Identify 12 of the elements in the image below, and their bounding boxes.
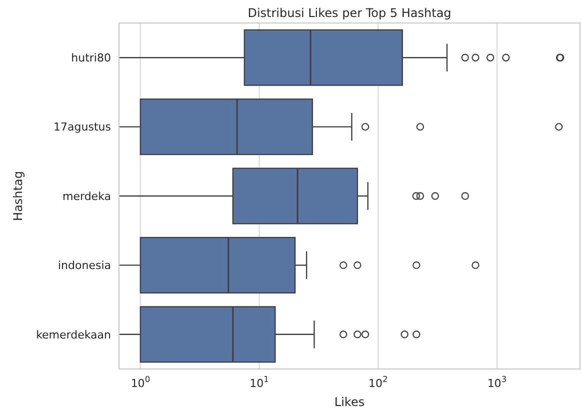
y-tick-label: indonesia	[58, 259, 111, 272]
x-tick-label: 10$^{3}$	[487, 374, 507, 390]
chart-title: Distribusi Likes per Top 5 Hashtag	[248, 6, 452, 20]
x-tick-label: 10$^{1}$	[250, 374, 269, 390]
x-axis-title: Likes	[334, 395, 365, 409]
y-tick-label: 17agustus	[54, 120, 112, 134]
y-axis-title: Hashtag	[11, 171, 25, 221]
y-tick-label: hutri80	[71, 51, 111, 64]
x-tick-label: 10$^{2}$	[368, 374, 388, 390]
y-tick-label: kemerdekaan	[36, 328, 112, 342]
y-tick-label: merdeka	[62, 190, 111, 203]
x-tick-label: 10$^{0}$	[130, 374, 150, 390]
